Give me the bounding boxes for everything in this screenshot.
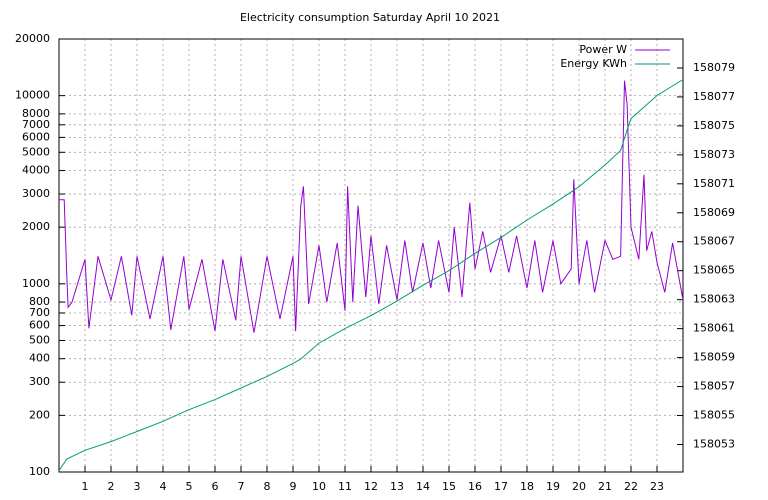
x-tick-label: 10 xyxy=(312,480,326,493)
y-tick-label: 6000 xyxy=(22,130,50,143)
y-tick-label: 700 xyxy=(29,306,50,319)
y2-tick-label: 158053 xyxy=(693,437,735,450)
chart-title: Electricity consumption Saturday April 1… xyxy=(240,11,500,24)
x-tick-label: 21 xyxy=(598,480,612,493)
x-tick-label: 20 xyxy=(572,480,586,493)
y-tick-label: 3000 xyxy=(22,187,50,200)
series-line xyxy=(58,79,684,471)
y-tick-label: 500 xyxy=(29,333,50,346)
y2-tick-label: 158079 xyxy=(693,61,735,74)
y-tick-label: 1000 xyxy=(22,277,50,290)
x-tick-label: 4 xyxy=(160,480,167,493)
y-tick-label: 2000 xyxy=(22,220,50,233)
x-tick-label: 2 xyxy=(108,480,115,493)
x-tick-label: 12 xyxy=(364,480,378,493)
legend-label: Energy KWh xyxy=(560,57,627,70)
x-tick-label: 9 xyxy=(290,480,297,493)
y-tick-label: 200 xyxy=(29,408,50,421)
x-tick-label: 7 xyxy=(238,480,245,493)
x-tick-label: 15 xyxy=(442,480,456,493)
y-tick-label: 20000 xyxy=(15,32,50,45)
x-tick-label: 18 xyxy=(520,480,534,493)
y2-tick-label: 158065 xyxy=(693,264,735,277)
y-tick-label: 5000 xyxy=(22,145,50,158)
y-tick-label: 100 xyxy=(29,465,50,478)
y2-tick-label: 158057 xyxy=(693,380,735,393)
x-tick-label: 1 xyxy=(82,480,89,493)
x-tick-label: 22 xyxy=(624,480,638,493)
y2-tick-label: 158063 xyxy=(693,293,735,306)
y2-tick-label: 158075 xyxy=(693,119,735,132)
y-tick-label: 7000 xyxy=(22,118,50,131)
x-tick-label: 14 xyxy=(416,480,430,493)
legend-label: Power W xyxy=(579,43,627,56)
y2-tick-label: 158059 xyxy=(693,351,735,364)
y-tick-label: 600 xyxy=(29,319,50,332)
y2-tick-label: 158071 xyxy=(693,177,735,190)
x-tick-label: 8 xyxy=(264,480,271,493)
y2-tick-label: 158061 xyxy=(693,322,735,335)
x-tick-label: 19 xyxy=(546,480,560,493)
x-tick-label: 13 xyxy=(390,480,404,493)
x-tick-label: 11 xyxy=(338,480,352,493)
y-tick-label: 8000 xyxy=(22,107,50,120)
y2-tick-label: 158055 xyxy=(693,409,735,422)
y2-tick-label: 158077 xyxy=(693,90,735,103)
x-tick-label: 17 xyxy=(494,480,508,493)
y-tick-label: 4000 xyxy=(22,164,50,177)
x-tick-label: 6 xyxy=(212,480,219,493)
y-tick-label: 800 xyxy=(29,295,50,308)
y-tick-label: 300 xyxy=(29,375,50,388)
plot-frame xyxy=(58,38,684,473)
x-tick-label: 23 xyxy=(650,480,664,493)
y2-tick-label: 158073 xyxy=(693,148,735,161)
x-tick-label: 3 xyxy=(134,480,141,493)
series-line xyxy=(59,80,684,333)
y-tick-label: 10000 xyxy=(15,89,50,102)
y-tick-label: 400 xyxy=(29,352,50,365)
y2-tick-label: 158067 xyxy=(693,235,735,248)
x-tick-label: 5 xyxy=(186,480,193,493)
y2-tick-label: 158069 xyxy=(693,206,735,219)
x-tick-label: 16 xyxy=(468,480,482,493)
